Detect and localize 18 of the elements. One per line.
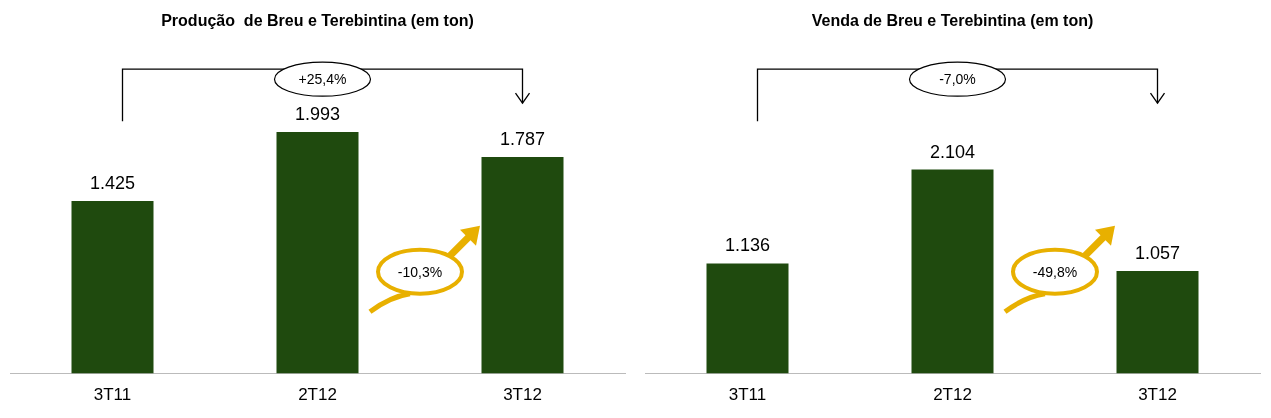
text: -7,0% — [939, 71, 976, 88]
data-label: 1.787 — [499, 128, 546, 149]
x-tick-label: 2T12 — [933, 385, 972, 405]
x-tick-label: 3T11 — [728, 385, 767, 405]
chart-title: Venda de Breu e Terebintina (em ton) — [811, 12, 1094, 30]
x-tick-label: 2T12 — [298, 385, 337, 405]
data-label: 1.993 — [294, 104, 341, 125]
annotation: -10,3% — [397, 263, 443, 280]
data-label: 2.104 — [929, 141, 976, 162]
data-label: 1.425 — [89, 172, 136, 193]
data-label: 1.136 — [724, 235, 771, 256]
x-tick-label: 3T11 — [93, 385, 132, 405]
text: +25,4% — [298, 71, 347, 88]
annotation: -49,8% — [1032, 263, 1078, 280]
x-tick-label: 3T12 — [503, 385, 542, 405]
data-label: 1.057 — [1134, 243, 1181, 264]
x-tick-label: 3T12 — [1138, 385, 1177, 405]
chart-title: Produção de Breu e Terebintina (em ton) — [161, 12, 474, 30]
